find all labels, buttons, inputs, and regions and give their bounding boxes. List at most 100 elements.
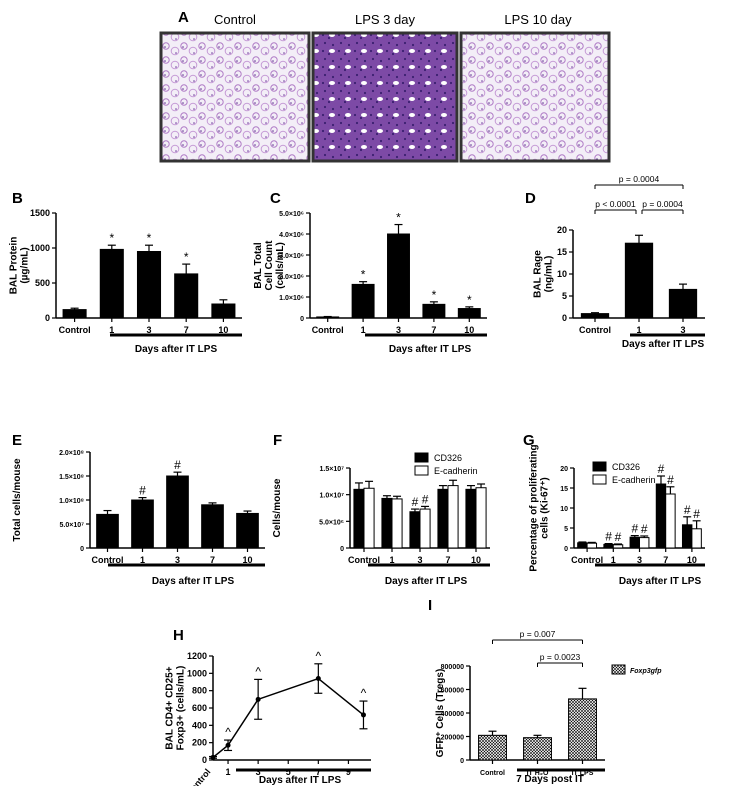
chart-g-annotation: # — [615, 530, 622, 544]
chart-f-bar — [353, 488, 365, 549]
chart-h-xtick-label: 1 — [226, 767, 231, 777]
chart-f-xtick-label: 1 — [389, 555, 394, 565]
chart-c-xtick-label: 7 — [431, 325, 436, 335]
chart-c-ylabel: BAL TotalCell Count(cells/mL) — [253, 240, 286, 291]
chart-g-ytick-label: 15 — [560, 486, 568, 493]
chart-e-bar — [166, 475, 189, 549]
chart-g-ylabel: Percentage of proliferatingcells (Ki-67⁺… — [529, 444, 551, 571]
chart-c-xtick-label: 3 — [396, 325, 401, 335]
chart-h-point — [225, 742, 231, 748]
chart-h-xtick-label: 3 — [256, 767, 261, 777]
chart-h-point — [360, 712, 366, 718]
chart-d-ylabel: BAL Rage(ng/mL) — [533, 250, 555, 298]
chart-e-bar — [201, 504, 224, 549]
chart-d: D 0 5 10 15 20 BAL Rage(ng/mL) Days after IT LP… — [525, 174, 705, 350]
chart-c-ytick-label: 3.0×10⁶ — [279, 253, 304, 260]
chart-h-xlabel: Days after IT LPS — [259, 775, 342, 786]
chart-e-xtick-label: 1 — [140, 555, 145, 565]
chart-i-bar — [568, 698, 597, 761]
chart-h-annotation: ^ — [225, 725, 231, 739]
chart-h-xtick-label: 9 — [346, 767, 351, 777]
panel-a-title-control: Control — [214, 12, 256, 27]
chart-f-ytick-label: 1.5×10⁷ — [320, 466, 345, 473]
chart-g-annotation: # — [641, 522, 648, 536]
chart-i-bracket-label: p = 0.007 — [520, 629, 556, 639]
chart-e-bar — [236, 512, 259, 549]
chart-d-xtick-label: 1 — [636, 325, 641, 335]
chart-f-ytick-label: 1.0×10⁷ — [320, 493, 345, 500]
chart-e-ytick-label: 1.0×10⁸ — [59, 498, 84, 505]
chart-g-xtick-label: 10 — [687, 555, 697, 565]
chart-i-ytick-label: 400000 — [441, 711, 464, 718]
chart-d-bracket-label: p = 0.0004 — [619, 174, 660, 184]
chart-h-point — [255, 696, 261, 702]
chart-g-legend-label: CD326 — [612, 462, 640, 472]
panel-a-image-lps10 — [459, 31, 611, 163]
chart-d-ytick-label: 5 — [562, 291, 567, 301]
chart-h-control-label: Control — [184, 767, 212, 786]
chart-i-xtick-label: Control — [480, 770, 505, 777]
chart-f-bar — [475, 487, 487, 549]
chart-h-ytick-label: 200 — [192, 738, 207, 748]
chart-e-ylabel: Total cells/mouse — [12, 458, 23, 542]
chart-d-letter: D — [525, 190, 536, 207]
chart-f-xtick-label: 10 — [471, 555, 481, 565]
chart-d-ytick-label: 0 — [562, 313, 567, 323]
chart-b-xtick-label: 7 — [184, 325, 189, 335]
chart-h-ytick-label: 400 — [192, 720, 207, 730]
chart-c-annotation: * — [361, 268, 366, 282]
chart-f-xtick-label: 7 — [445, 555, 450, 565]
chart-f-bar — [437, 488, 449, 549]
chart-b-letter: B — [12, 190, 23, 207]
chart-g-bar — [603, 543, 614, 549]
chart-h-letter: H — [173, 627, 184, 644]
panel-a-image-lps3 — [311, 31, 459, 163]
chart-c-xtick-label: 10 — [464, 325, 474, 335]
chart-i-letter: I — [428, 597, 432, 614]
chart-h-ytick-label: 1000 — [187, 668, 207, 678]
chart-b-bar — [99, 248, 124, 319]
chart-i-ylabel: GFP⁺ Cells (Tregs) — [435, 669, 446, 758]
chart-g-ytick-label: 10 — [560, 506, 568, 513]
chart-e-xtick-label: 3 — [175, 555, 180, 565]
chart-h-ytick-label: 1200 — [187, 651, 207, 661]
chart-g-xtick-label: 3 — [637, 555, 642, 565]
chart-g: G 0 5 10 15 20 Percentage of proliferatingcell… — [523, 432, 705, 587]
chart-g-bar — [681, 524, 693, 549]
chart-f-ytick-label: 5.0×10⁶ — [319, 519, 344, 526]
panel-a-image-control — [159, 31, 311, 163]
chart-g-letter: G — [523, 432, 535, 449]
chart-h-ylabel: BAL CD4+ CD25+Foxp3+ (cells/mL) — [165, 666, 187, 751]
chart-f-bar — [465, 488, 477, 549]
chart-b: B 0 500 1000 1500 BAL Protein(µg/mL) Days afte… — [9, 190, 242, 355]
chart-h-point — [315, 676, 321, 682]
chart-b-xtick-label: 1 — [109, 325, 114, 335]
chart-b-ytick-label: 0 — [45, 313, 50, 323]
chart-i-ytick-label: 600000 — [441, 688, 464, 695]
chart-f-ylabel: Cells/mouse — [272, 478, 283, 537]
chart-g-ytick-label: 0 — [564, 546, 568, 553]
chart-f-bar — [363, 487, 375, 549]
chart-g-annotation: # — [631, 522, 638, 536]
chart-d-bar — [668, 288, 698, 319]
chart-f: F 0 5.0×10⁶ 1.0×10⁷ 1.5×10⁷ Cells/mouse Days a… — [272, 432, 490, 587]
chart-i-bracket-label: p = 0.0023 — [540, 652, 581, 662]
chart-g-annotation: # — [684, 503, 691, 517]
chart-g-ytick-label: 20 — [560, 466, 568, 473]
chart-b-xtick-label: 3 — [146, 325, 151, 335]
chart-e-ytick-label: 2.0×10⁸ — [59, 450, 84, 457]
chart-b-ytick-label: 500 — [35, 278, 50, 288]
chart-b-xtick-label: Control — [59, 325, 91, 335]
chart-g-annotation: # — [658, 462, 665, 476]
chart-g-xtick-label: 7 — [663, 555, 668, 565]
chart-c-xtick-label: Control — [312, 325, 344, 335]
chart-g-annotation: # — [605, 530, 612, 544]
chart-i-legend-label: Foxp3gfp — [630, 668, 662, 675]
chart-g-annotation: # — [667, 473, 674, 487]
chart-c-xtick-label: 1 — [361, 325, 366, 335]
chart-e-xtick-label: 10 — [242, 555, 252, 565]
chart-e-ytick-label: 0 — [80, 546, 84, 553]
chart-d-ytick-label: 10 — [557, 269, 567, 279]
